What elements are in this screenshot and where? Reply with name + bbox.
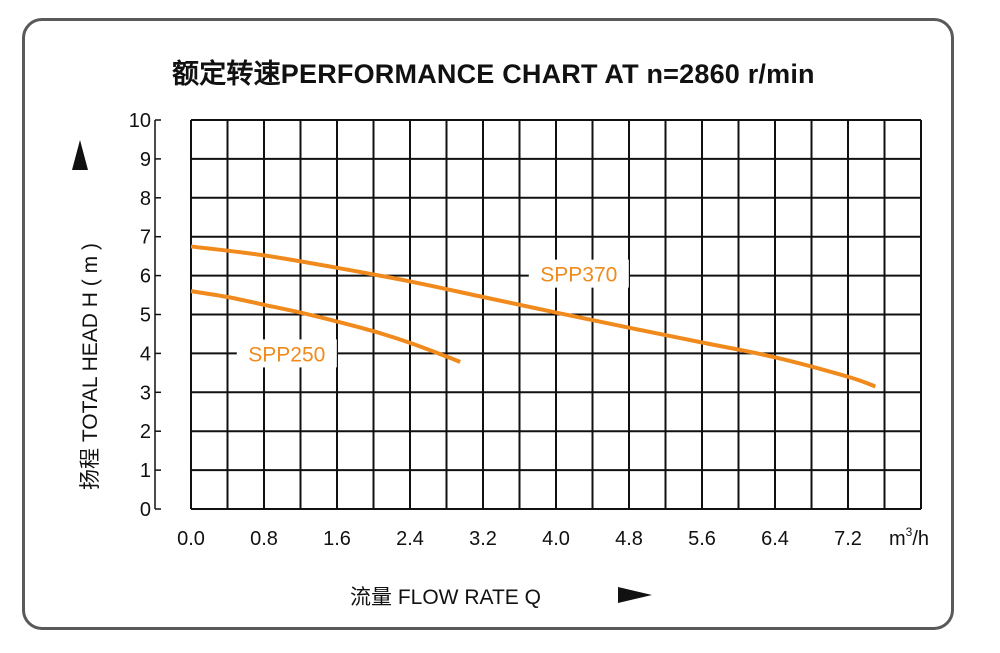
x-unit-base: m <box>889 528 906 550</box>
series-group <box>190 244 877 389</box>
x-tick-label: 4.0 <box>542 528 570 550</box>
x-tick-label: 3.2 <box>469 528 497 550</box>
y-tick-label: 2 <box>140 421 151 443</box>
x-unit-tail: /h <box>912 528 929 550</box>
y-tick-label: 9 <box>140 149 151 171</box>
axes: 0 1 2 3 4 5 6 7 8 9 10 0.0 0.8 1.6 2.4 3.2 4.0 4.8 5.6 6.4 7… <box>129 110 862 550</box>
series-line-spp370 <box>190 244 877 389</box>
y-axis-label: 扬程 TOTAL HEAD H ( m ) <box>79 243 102 490</box>
y-tick-label: 3 <box>140 382 151 404</box>
x-tick-label: 6.4 <box>761 528 789 550</box>
x-tick-label: 0.0 <box>177 528 205 550</box>
series-label-box <box>236 339 337 368</box>
x-axis-unit: m3/h <box>889 525 929 550</box>
y-tick-label: 7 <box>140 227 151 249</box>
x-tick-label: 7.2 <box>834 528 862 550</box>
y-tick-label: 6 <box>140 266 151 288</box>
x-axis-label: 流量 FLOW RATE Q <box>350 586 541 609</box>
y-tick-label: 8 <box>140 188 151 210</box>
series-label-spp250: SPP250 <box>248 343 325 366</box>
x-axis-arrow-icon <box>618 587 652 603</box>
chart-title: 额定转速PERFORMANCE CHART AT n=2860 r/min <box>172 59 815 89</box>
y-tick-label: 10 <box>129 110 151 132</box>
series-label-spp370: SPP370 <box>540 264 617 287</box>
labels-group: SPP250 SPP370 <box>236 259 629 368</box>
series-label-box <box>528 259 629 288</box>
y-tick-label: 1 <box>140 460 151 482</box>
x-unit-sup: 3 <box>906 525 913 539</box>
series-line-spp250 <box>190 289 461 364</box>
x-tick-label: 2.4 <box>396 528 424 550</box>
y-tick-label: 0 <box>140 499 151 521</box>
chart-frame <box>22 18 954 630</box>
x-tick-label: 0.8 <box>250 528 278 550</box>
x-tick-label: 4.8 <box>615 528 643 550</box>
x-tick-label: 1.6 <box>323 528 351 550</box>
y-tick-label: 4 <box>140 343 151 365</box>
y-tick-label: 5 <box>140 305 151 327</box>
x-tick-label: 5.6 <box>688 528 716 550</box>
y-axis-arrow-icon <box>72 140 88 170</box>
